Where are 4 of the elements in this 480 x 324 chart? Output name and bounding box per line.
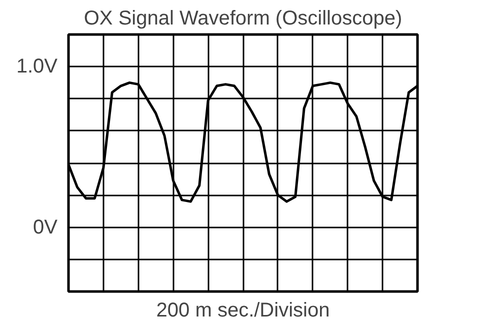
- x-axis-title: 200 m sec./Division: [156, 300, 330, 322]
- y-tick-label: 0V: [33, 216, 58, 238]
- chart-title: OX Signal Waveform (Oscilloscope): [84, 8, 402, 30]
- y-tick-label: 1.0V: [16, 56, 58, 78]
